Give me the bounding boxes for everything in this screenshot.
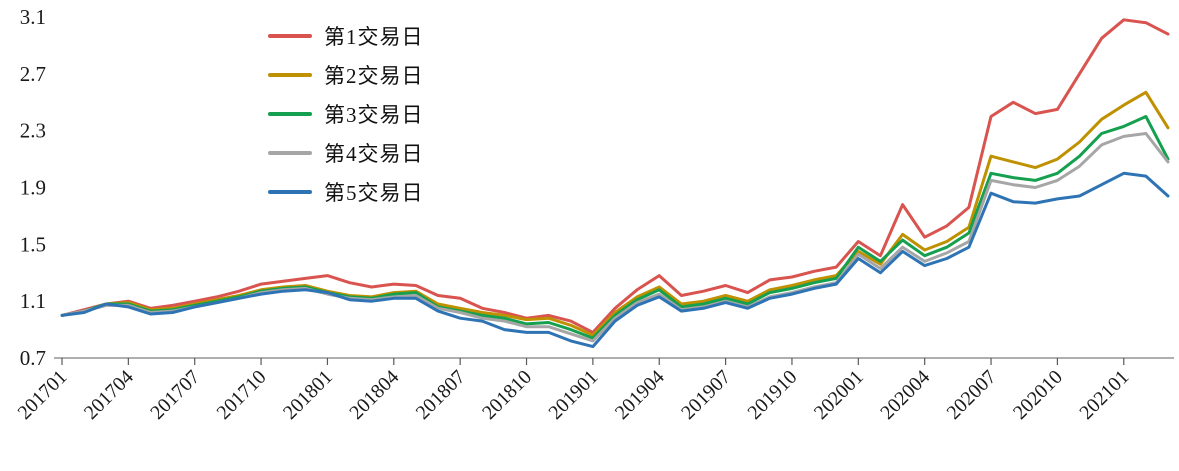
x-tick-label: 201904 bbox=[611, 366, 669, 424]
legend-item-day4: 第4交易日 bbox=[268, 141, 424, 166]
series-line-5 bbox=[60, 171, 1170, 349]
legend-label-day2: 第2交易日 bbox=[324, 64, 424, 88]
legend-item-day3: 第3交易日 bbox=[268, 102, 424, 127]
x-tick-label: 201910 bbox=[744, 366, 802, 424]
legend-swatch-day4 bbox=[268, 151, 312, 155]
series-line-1 bbox=[60, 18, 1170, 334]
x-tick-label: 201907 bbox=[677, 366, 735, 424]
y-tick-label: 1.5 bbox=[20, 232, 46, 256]
chart-legend: 第1交易日 第2交易日 第3交易日 第4交易日 第5交易日 bbox=[268, 24, 424, 205]
legend-swatch-day3 bbox=[268, 112, 312, 116]
y-tick-label: 2.3 bbox=[20, 119, 46, 143]
legend-item-day5: 第5交易日 bbox=[268, 180, 424, 205]
x-tick-label: 202101 bbox=[1075, 366, 1133, 424]
x-tick-label: 202007 bbox=[943, 366, 1001, 424]
y-tick-label: 1.9 bbox=[20, 176, 46, 200]
legend-label-day5: 第5交易日 bbox=[324, 181, 424, 205]
series-line-3 bbox=[60, 115, 1170, 340]
x-tick-label: 202004 bbox=[876, 366, 934, 424]
y-tick-label: 1.1 bbox=[20, 289, 46, 313]
legend-item-day2: 第2交易日 bbox=[268, 63, 424, 88]
x-tick-label: 201804 bbox=[345, 366, 403, 424]
y-tick-label: 0.7 bbox=[20, 346, 46, 370]
y-tick-label: 2.7 bbox=[20, 62, 46, 86]
x-tick-label: 201704 bbox=[80, 366, 138, 424]
x-tick-label: 201807 bbox=[412, 366, 470, 424]
x-tick-label: 202010 bbox=[1009, 366, 1067, 424]
y-tick-label: 3.1 bbox=[20, 5, 46, 29]
legend-label-day1: 第1交易日 bbox=[324, 25, 424, 49]
legend-label-day4: 第4交易日 bbox=[324, 142, 424, 166]
legend-swatch-day2 bbox=[268, 73, 312, 77]
legend-item-day1: 第1交易日 bbox=[268, 24, 424, 49]
legend-label-day3: 第3交易日 bbox=[324, 103, 424, 127]
x-tick-label: 201810 bbox=[478, 366, 536, 424]
x-tick-label: 201710 bbox=[213, 366, 271, 424]
x-tick-label: 201701 bbox=[14, 366, 72, 424]
x-tick-label: 201901 bbox=[544, 366, 602, 424]
x-tick-label: 202001 bbox=[810, 366, 868, 424]
x-tick-label: 201707 bbox=[146, 366, 204, 424]
legend-swatch-day1 bbox=[268, 34, 312, 38]
x-tick-label: 201801 bbox=[279, 366, 337, 424]
legend-swatch-day5 bbox=[268, 190, 312, 194]
